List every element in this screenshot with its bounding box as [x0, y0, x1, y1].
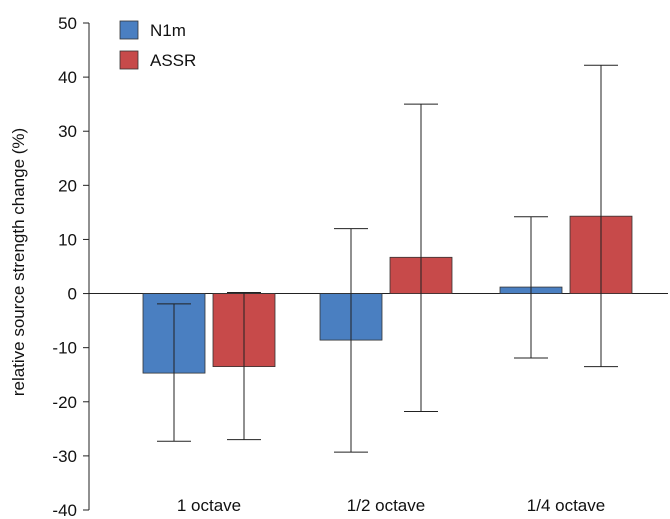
y-tick-label: 20 [58, 176, 77, 195]
y-tick-label: 50 [58, 14, 77, 33]
legend-swatch-assr [119, 50, 139, 70]
category-label: 1/2 octave [347, 496, 425, 515]
legend-label-assr: ASSR [150, 51, 196, 70]
legend-label-n1m: N1m [150, 21, 186, 40]
category-label: 1 octave [177, 496, 241, 515]
y-tick-label: 40 [58, 68, 77, 87]
y-tick-label: 10 [58, 230, 77, 249]
y-tick-label: 0 [68, 285, 77, 304]
y-tick-label: -10 [52, 339, 77, 358]
y-tick-label: -30 [52, 447, 77, 466]
y-tick-label: -40 [52, 501, 77, 519]
legend: N1m ASSR [119, 20, 196, 70]
error-bars-layer [157, 64, 618, 453]
category-labels: 1 octave 1/2 octave 1/4 octave [177, 496, 605, 515]
y-tick-label: -20 [52, 393, 77, 412]
category-label: 1/4 octave [527, 496, 605, 515]
y-axis: 50 40 30 20 10 0 -10 -20 -30 -40 [52, 14, 90, 519]
y-tick-label: 30 [58, 122, 77, 141]
bars-layer [142, 215, 633, 374]
y-axis-title: relative source strength change (%) [9, 128, 28, 396]
legend-swatch-n1m [119, 20, 139, 40]
